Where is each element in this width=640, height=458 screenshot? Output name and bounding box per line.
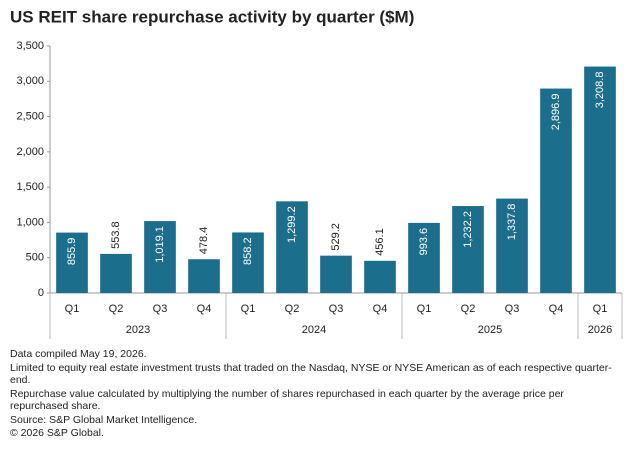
- value-label: 1,019.1: [154, 226, 166, 263]
- value-label: 1,337.8: [506, 204, 518, 241]
- value-label: 855.9: [66, 238, 78, 266]
- x-tick-label: Q1: [65, 303, 80, 315]
- x-tick-label: Q1: [241, 303, 256, 315]
- x-tick-label: Q3: [505, 303, 520, 315]
- x-tick-label: Q2: [461, 303, 476, 315]
- note: Data compiled May 19, 2026.: [10, 348, 147, 360]
- bar: [320, 255, 352, 293]
- value-label: 1,232.2: [462, 211, 474, 248]
- group-label: 2024: [302, 324, 326, 336]
- x-tick-label: Q1: [417, 303, 432, 315]
- bar: [584, 66, 616, 293]
- x-tick-label: Q4: [549, 303, 564, 315]
- bar: [144, 221, 176, 293]
- bar: [364, 260, 396, 293]
- note: © 2026 S&P Global.: [10, 427, 104, 439]
- bar: [56, 232, 88, 293]
- notes: Data compiled May 19, 2026. Limited to eq…: [10, 348, 625, 441]
- bar: [452, 206, 484, 293]
- chart: US REIT share repurchase activity by qua…: [10, 7, 623, 339]
- bar: [496, 198, 528, 293]
- note: Source: S&P Global Market Intelligence.: [10, 413, 198, 426]
- bar: [188, 259, 220, 293]
- y-tick-label: 3,000: [16, 75, 44, 87]
- x-tick-label: Q3: [329, 303, 344, 315]
- bar: [276, 201, 308, 293]
- y-tick-label: 1,500: [16, 181, 44, 193]
- x-tick-label: Q2: [109, 303, 124, 315]
- x-tick-label: Q4: [373, 303, 388, 315]
- value-label: 529.2: [330, 223, 342, 251]
- y-tick-label: 2,000: [16, 146, 44, 158]
- y-tick-label: 1,000: [16, 216, 44, 228]
- x-tick-label: Q3: [153, 303, 168, 315]
- y-tick-label: 2,500: [16, 110, 44, 122]
- group-label: 2026: [588, 324, 612, 336]
- x-tick-label: Q4: [197, 303, 212, 315]
- chart-title: US REIT share repurchase activity by qua…: [10, 7, 414, 26]
- group-label: 2025: [478, 324, 502, 336]
- value-label: 553.8: [110, 221, 122, 249]
- value-label: 478.4: [198, 227, 210, 255]
- value-label: 858.2: [242, 237, 254, 265]
- bar: [540, 88, 572, 293]
- y-tick-label: 500: [26, 252, 44, 264]
- x-tick-label: Q2: [285, 303, 300, 315]
- y-tick-label: 3,500: [16, 40, 44, 52]
- value-label: 2,896.9: [550, 94, 562, 131]
- bar: [232, 232, 264, 293]
- note: Limited to equity real estate investment…: [10, 361, 612, 387]
- value-label: 3,208.8: [594, 72, 606, 109]
- value-label: 1,299.2: [286, 206, 298, 243]
- y-tick-label: 0: [38, 287, 44, 299]
- value-label: 456.1: [374, 228, 386, 256]
- value-label: 993.6: [418, 228, 430, 256]
- note: Repurchase value calculated by multiplyi…: [10, 387, 564, 413]
- bar: [408, 222, 440, 293]
- bar: [100, 253, 132, 293]
- x-tick-label: Q1: [593, 303, 608, 315]
- group-label: 2023: [126, 324, 150, 336]
